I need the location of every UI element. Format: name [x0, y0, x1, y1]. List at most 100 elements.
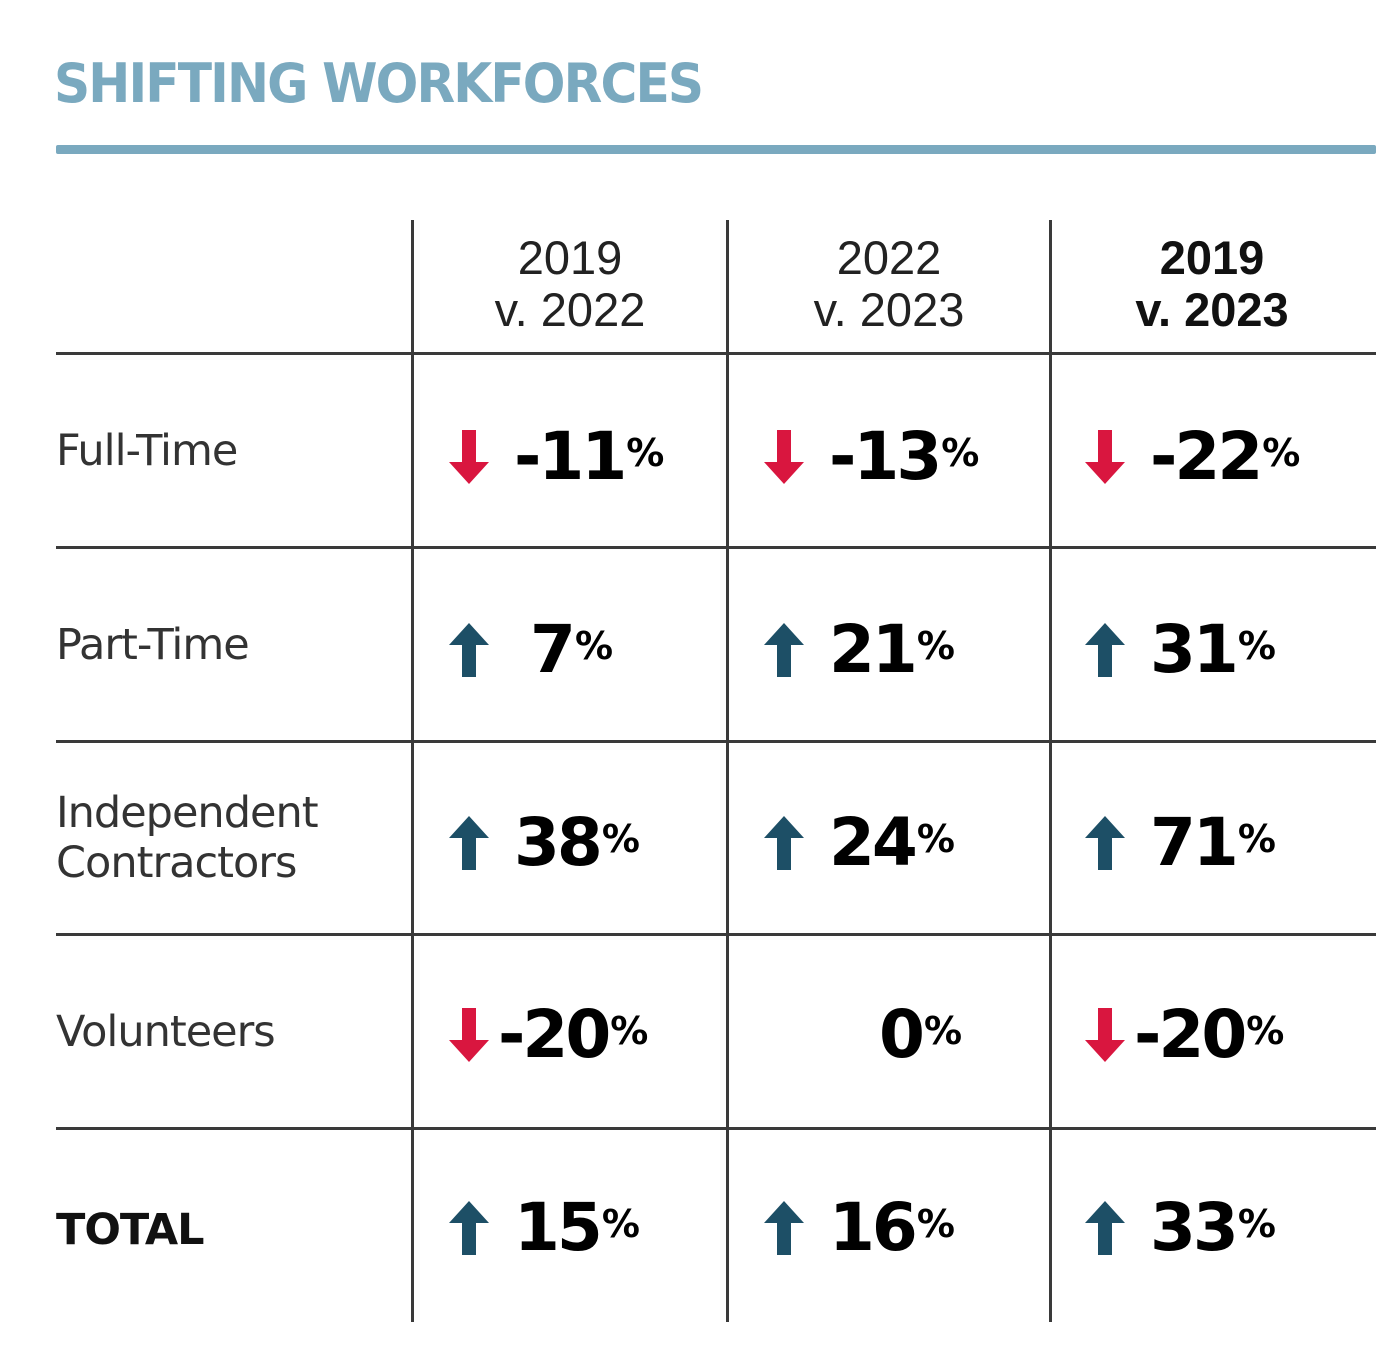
percent-number: 38 — [514, 804, 603, 881]
up-arrow-icon — [759, 1197, 809, 1259]
grid-vline-3 — [1049, 220, 1052, 1322]
table-cell: 21% — [759, 614, 955, 686]
table-cell: -13% — [759, 421, 979, 493]
table-cell: 16% — [759, 1192, 955, 1264]
up-arrow-icon — [444, 812, 494, 874]
percent-number: -20 — [498, 996, 611, 1073]
percent-number: -22 — [1150, 418, 1263, 495]
percent-sign: % — [1237, 1202, 1276, 1246]
row-label-full-time: Full-Time — [56, 355, 238, 546]
percent-number: 33 — [1150, 1189, 1239, 1266]
percent-number: 21 — [829, 611, 918, 688]
up-arrow-icon — [759, 812, 809, 874]
percent-number: 71 — [1150, 804, 1239, 881]
column-header-line1: 2019 — [517, 231, 623, 284]
row-label-text: Part-Time — [56, 619, 250, 670]
column-header-line2: v. 2022 — [494, 283, 646, 336]
grid-vline-2 — [726, 220, 729, 1322]
row-label-text: TOTAL — [56, 1205, 205, 1255]
percent-sign: % — [1237, 817, 1276, 861]
percent-value: 16% — [829, 1193, 955, 1263]
down-arrow-icon — [1080, 426, 1130, 488]
percent-value: -20% — [1134, 1000, 1284, 1070]
up-arrow-icon — [444, 619, 494, 681]
row-label-volunteers: Volunteers — [56, 936, 276, 1127]
percent-sign: % — [601, 1202, 640, 1246]
table-cell: -20% — [1080, 999, 1284, 1071]
percent-sign: % — [626, 431, 665, 475]
column-header-line2: v. 2023 — [813, 283, 965, 336]
up-arrow-icon — [1080, 812, 1130, 874]
down-arrow-icon — [444, 1004, 494, 1066]
percent-value: 31% — [1150, 615, 1276, 685]
table-cell: 71% — [1080, 807, 1276, 879]
row-label-text: Full-Time — [56, 425, 238, 476]
percent-sign: % — [916, 1202, 955, 1246]
percent-value: 71% — [1150, 808, 1276, 878]
up-arrow-icon — [759, 619, 809, 681]
column-header-2019-v-2022: 2019 v. 2022 — [414, 224, 726, 344]
grid-hline-4 — [56, 1127, 1376, 1130]
percent-value: 21% — [829, 615, 955, 685]
percent-sign: % — [610, 1009, 649, 1053]
percent-sign: % — [1237, 624, 1276, 668]
grid-vline-1 — [411, 220, 414, 1322]
down-arrow-icon — [444, 426, 494, 488]
row-label-independent-contractors: Independent Contractors — [56, 743, 319, 933]
percent-number: 31 — [1150, 611, 1239, 688]
table-cell: -11% — [444, 421, 664, 493]
table-cell: 31% — [1080, 614, 1276, 686]
percent-value: -20% — [498, 1000, 648, 1070]
column-header-line1: 2019 — [1159, 231, 1265, 284]
table-cell: 15% — [444, 1192, 640, 1264]
table-cell: 0% — [759, 999, 962, 1071]
percent-number: 16 — [829, 1189, 918, 1266]
table-cell: 33% — [1080, 1192, 1276, 1264]
column-header-2022-v-2023: 2022 v. 2023 — [729, 224, 1049, 344]
column-header-line2: v. 2023 — [1135, 283, 1289, 336]
no-change-spacer — [759, 1004, 809, 1066]
percent-number: -20 — [1134, 996, 1247, 1073]
percent-sign: % — [601, 817, 640, 861]
table-cell: -22% — [1080, 421, 1300, 493]
column-header-line1: 2022 — [836, 231, 942, 284]
percent-value: -22% — [1150, 422, 1300, 492]
percent-value: 24% — [829, 808, 955, 878]
table-cell: -20% — [444, 999, 648, 1071]
chart-title: SHIFTING WORKFORCES — [54, 52, 704, 115]
up-arrow-icon — [1080, 619, 1130, 681]
row-label-text: Independent — [56, 788, 319, 838]
up-arrow-icon — [444, 1197, 494, 1259]
percent-sign: % — [923, 1009, 963, 1053]
percent-sign: % — [916, 817, 955, 861]
table-cell: 7% — [444, 614, 613, 686]
percent-number: -13 — [829, 418, 942, 495]
percent-sign: % — [574, 624, 614, 668]
row-label-text: Contractors — [56, 838, 297, 888]
percent-sign: % — [1246, 1009, 1285, 1053]
percent-value: -13% — [829, 422, 979, 492]
percent-number: 24 — [829, 804, 918, 881]
row-label-part-time: Part-Time — [56, 549, 250, 740]
grid-hline-1 — [56, 546, 1376, 549]
column-header-2019-v-2023: 2019 v. 2023 — [1052, 224, 1372, 344]
down-arrow-icon — [759, 426, 809, 488]
percent-sign: % — [1262, 431, 1301, 475]
table-cell: 24% — [759, 807, 955, 879]
percent-sign: % — [916, 624, 955, 668]
percent-value: 33% — [1150, 1193, 1276, 1263]
percent-value: -11% — [514, 422, 664, 492]
percent-value: 38% — [514, 808, 640, 878]
percent-number: -11 — [514, 418, 627, 495]
percent-value: 15% — [514, 1193, 640, 1263]
table-cell: 38% — [444, 807, 640, 879]
row-label-total: TOTAL — [56, 1130, 205, 1330]
up-arrow-icon — [1080, 1197, 1130, 1259]
percent-value: 7% — [530, 615, 613, 685]
row-label-text: Volunteers — [56, 1006, 276, 1057]
percent-number: 7 — [530, 611, 576, 688]
down-arrow-icon — [1080, 1004, 1130, 1066]
title-divider — [56, 145, 1376, 154]
grid-hline-3 — [56, 933, 1376, 936]
percent-value: 0% — [879, 1000, 962, 1070]
